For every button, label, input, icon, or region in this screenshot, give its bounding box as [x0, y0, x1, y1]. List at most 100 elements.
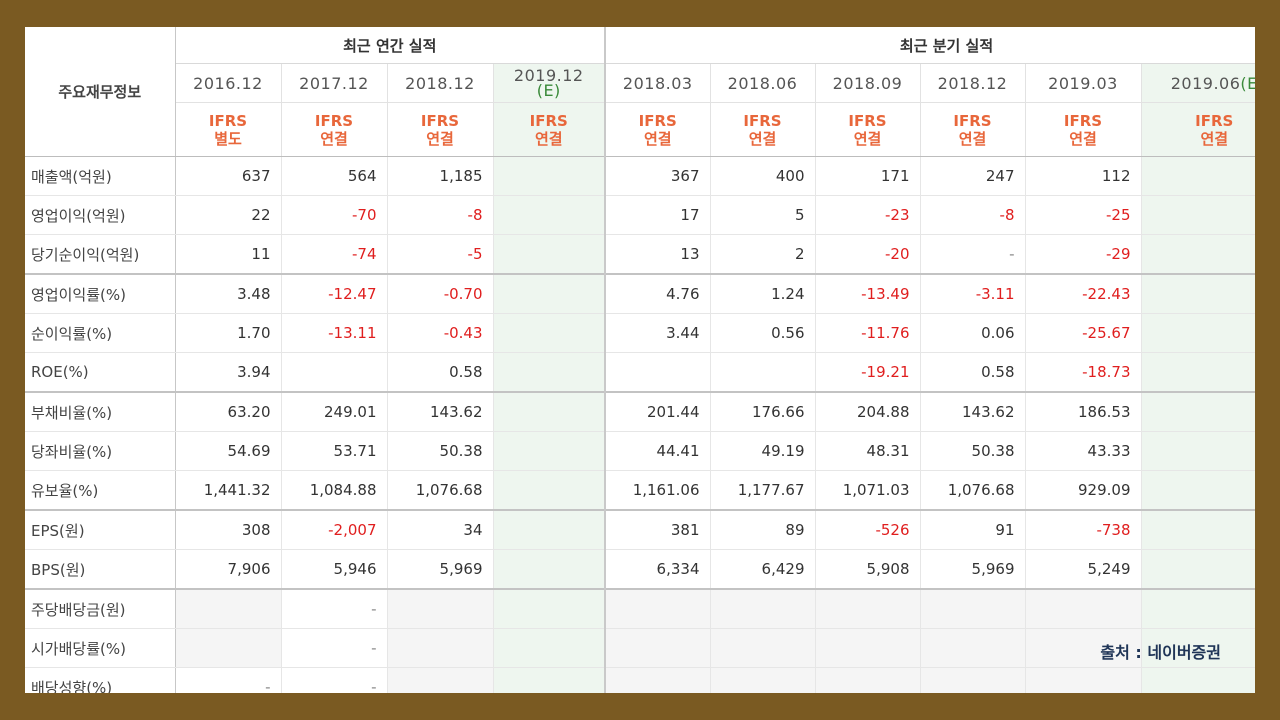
column-date: 2018.03	[622, 73, 693, 93]
table-cell: -20	[814, 234, 920, 275]
table-cell: 11	[174, 234, 281, 275]
column-date-header: 2019.06(E	[1140, 63, 1255, 103]
standard-name: IFRS	[743, 111, 782, 130]
table-cell: -11.76	[814, 313, 920, 353]
table-cell: 5,249	[1024, 549, 1141, 590]
table-cell: 204.88	[814, 391, 920, 432]
table-row: 영업이익률(%) 3.48 -12.47 -0.70 4.76 1.24 -13.49 -3.…	[25, 273, 1255, 314]
accounting-standard-header: IFRS 연결	[1140, 102, 1255, 157]
table-cell	[604, 352, 710, 393]
table-cell: -18.73	[1024, 352, 1141, 393]
row-label: 당좌비율(%)	[25, 431, 176, 471]
table-cell: 1,441.32	[174, 470, 281, 511]
table-cell	[492, 352, 605, 393]
table-cell	[1140, 628, 1255, 668]
column-date-header: 2018.06	[709, 63, 815, 103]
table-cell	[492, 273, 605, 314]
table-cell: -	[280, 628, 387, 668]
table-cell: 171	[814, 156, 920, 196]
consolidation-type: 연결	[1069, 129, 1097, 148]
table-cell: 143.62	[919, 391, 1025, 432]
table-cell: 247	[919, 156, 1025, 196]
row-label: 유보율(%)	[25, 470, 176, 511]
consolidation-type: 연결	[534, 129, 563, 148]
table-cell: 0.56	[709, 313, 815, 353]
accounting-standard-header: IFRS 연결	[492, 102, 605, 157]
table-cell	[1140, 391, 1255, 432]
table-cell: 143.62	[386, 391, 493, 432]
table-cell	[709, 628, 815, 668]
column-date: 2019.06	[1170, 73, 1241, 93]
table-cell	[709, 667, 815, 693]
accounting-standard-header: IFRS 연결	[604, 102, 710, 157]
row-label: 시가배당률(%)	[25, 628, 176, 668]
row-label: 순이익률(%)	[25, 313, 176, 353]
table-cell: -13.11	[280, 313, 387, 353]
accounting-standard-header: IFRS 연결	[919, 102, 1025, 157]
consolidation-type: 연결	[1200, 129, 1229, 148]
table-cell	[1140, 588, 1255, 629]
table-cell: 5,969	[386, 549, 493, 590]
standard-name: IFRS	[1063, 111, 1103, 130]
table-row: 배당성향(%) - -	[25, 667, 1255, 693]
table-cell: 91	[919, 509, 1025, 550]
table-cell: 34	[386, 509, 493, 550]
table-row: BPS(원) 7,906 5,946 5,969 6,334 6,429 5,908 5,96…	[25, 549, 1255, 590]
table-cell: 367	[604, 156, 710, 196]
table-cell: 49.19	[709, 431, 815, 471]
table-cell: 7,906	[174, 549, 281, 590]
table-cell	[604, 628, 710, 668]
row-label: ROE(%)	[25, 352, 176, 393]
table-cell: 5,969	[919, 549, 1025, 590]
table-cell	[1140, 313, 1255, 353]
column-date-header: 2017.12	[280, 63, 387, 103]
table-cell	[280, 352, 387, 393]
table-cell	[1024, 588, 1141, 629]
table-cell	[492, 431, 605, 471]
table-cell: 564	[280, 156, 387, 196]
column-date: 2019.12	[513, 66, 584, 85]
table-cell	[386, 588, 493, 629]
table-cell: -0.70	[386, 273, 493, 314]
column-date: 2017.12	[299, 73, 369, 93]
table-cell: -2,007	[280, 509, 387, 550]
standard-name: IFRS	[208, 111, 248, 130]
column-date: 2018.06	[727, 73, 798, 93]
row-header-title: 주요재무정보	[25, 27, 176, 157]
standard-name: IFRS	[638, 111, 677, 130]
standard-name: IFRS	[848, 111, 887, 130]
table-cell	[1024, 667, 1141, 693]
table-cell: 1,185	[386, 156, 493, 196]
table-row: 영업이익(억원) 22 -70 -8 17 5 -23 -8 -25	[25, 195, 1255, 235]
accounting-standard-header: IFRS 연결	[814, 102, 920, 157]
consolidation-type: 연결	[320, 129, 348, 148]
table-cell	[386, 628, 493, 668]
table-cell: -	[280, 588, 387, 629]
table-cell: 89	[709, 509, 815, 550]
table-row: ROE(%) 3.94 0.58 -19.21 0.58 -18.73	[25, 352, 1255, 393]
column-date: 2018.09	[832, 73, 903, 93]
table-cell: 201.44	[604, 391, 710, 432]
column-date-header: 2019.03	[1024, 63, 1141, 103]
table-cell: -8	[919, 195, 1025, 235]
table-cell	[492, 588, 605, 629]
table-cell	[919, 667, 1025, 693]
accounting-standard-header: IFRS 연결	[709, 102, 815, 157]
table-cell	[492, 234, 605, 275]
table-cell: 48.31	[814, 431, 920, 471]
column-date-header: 2018.12	[386, 63, 493, 103]
estimate-marker: (E	[1240, 73, 1255, 93]
column-date: 2016.12	[193, 73, 263, 93]
annual-group-header: 최근 연간 실적	[175, 27, 605, 64]
table-cell: 308	[174, 509, 281, 550]
column-date-header: 2019.12 (E)	[492, 63, 605, 103]
accounting-standard-header: IFRS 연결	[386, 102, 493, 157]
table-cell	[492, 470, 605, 511]
table-cell: -70	[280, 195, 387, 235]
table-cell	[709, 352, 815, 393]
table-cell: -22.43	[1024, 273, 1141, 314]
table-cell	[492, 391, 605, 432]
table-cell: -13.49	[814, 273, 920, 314]
table-cell	[1140, 195, 1255, 235]
table-cell: -19.21	[814, 352, 920, 393]
